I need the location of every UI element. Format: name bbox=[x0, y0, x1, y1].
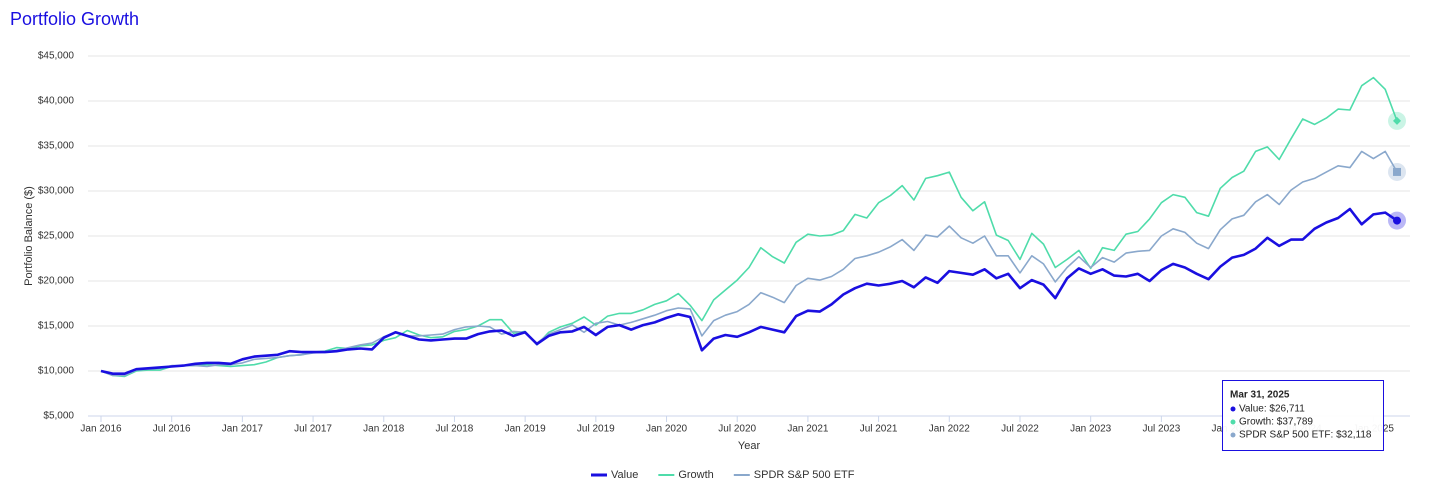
legend-label: SPDR S&P 500 ETF bbox=[754, 469, 855, 481]
x-tick-label: Jan 2018 bbox=[363, 424, 405, 435]
tooltip-box bbox=[1222, 380, 1384, 451]
x-tick-label: Jan 2020 bbox=[646, 424, 688, 435]
tooltip-item: Growth: $37,789 bbox=[1239, 417, 1313, 428]
y-tick-label: $25,000 bbox=[38, 231, 75, 242]
x-tick-label: Jul 2022 bbox=[1001, 424, 1039, 435]
tooltip-item: Value: $26,711 bbox=[1239, 404, 1305, 415]
x-tick-label: Jul 2016 bbox=[153, 424, 191, 435]
tooltip-dot bbox=[1230, 432, 1236, 438]
end-marker bbox=[1393, 216, 1401, 225]
y-tick-label: $30,000 bbox=[38, 186, 75, 197]
tooltip-dot bbox=[1230, 406, 1236, 412]
y-tick-label: $20,000 bbox=[38, 276, 75, 287]
y-tick-label: $15,000 bbox=[38, 321, 75, 332]
x-axis-label: Year bbox=[738, 440, 761, 452]
x-tick-label: Jul 2019 bbox=[577, 424, 615, 435]
series-line bbox=[100, 207, 1398, 375]
x-tick-label: Jul 2021 bbox=[860, 424, 898, 435]
x-tick-label: Jul 2017 bbox=[294, 424, 332, 435]
x-tick-label: Jan 2016 bbox=[80, 424, 122, 435]
end-marker bbox=[1393, 116, 1401, 125]
end-marker bbox=[1393, 167, 1401, 176]
y-tick-label: $10,000 bbox=[38, 366, 75, 377]
tooltip-item: SPDR S&P 500 ETF: $32,118 bbox=[1239, 430, 1372, 441]
x-tick-label: Jul 2018 bbox=[436, 424, 474, 435]
legend-label: Value bbox=[611, 469, 638, 481]
x-tick-label: Jul 2020 bbox=[718, 424, 756, 435]
series-line bbox=[100, 150, 1398, 377]
y-axis-label: Portfolio Balance ($) bbox=[23, 186, 35, 286]
y-tick-label: $5,000 bbox=[43, 411, 74, 422]
tooltip-dot bbox=[1230, 419, 1236, 425]
y-tick-label: $45,000 bbox=[38, 51, 75, 62]
x-tick-label: Jan 2022 bbox=[929, 424, 971, 435]
tooltip-title: Mar 31, 2025 bbox=[1230, 390, 1290, 401]
y-tick-label: $40,000 bbox=[38, 96, 75, 107]
x-tick-label: Jul 2023 bbox=[1142, 424, 1180, 435]
x-tick-label: Jan 2019 bbox=[505, 424, 547, 435]
y-tick-label: $35,000 bbox=[38, 141, 75, 152]
x-tick-label: Jan 2021 bbox=[787, 424, 829, 435]
legend-label: Growth bbox=[678, 469, 713, 481]
chart-title: Portfolio Growth bbox=[10, 9, 139, 29]
x-tick-label: Jan 2023 bbox=[1070, 424, 1112, 435]
x-tick-label: Jan 2017 bbox=[222, 424, 264, 435]
